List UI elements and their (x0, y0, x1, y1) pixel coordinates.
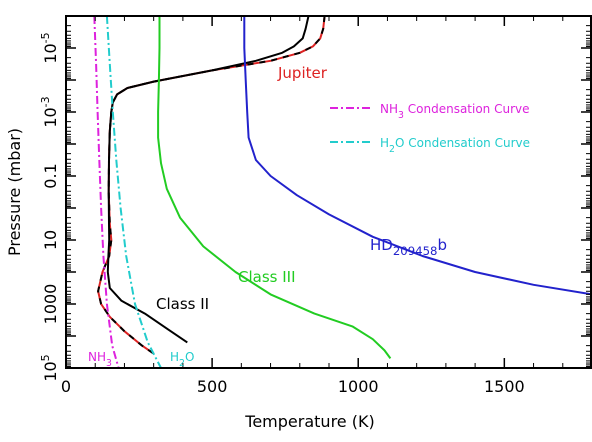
line-label-nh3: NH3 (88, 350, 112, 369)
y-tick-label: 105 (39, 354, 60, 381)
line-label-class-iii: Class III (238, 268, 296, 286)
y-tick-label: 1000 (41, 284, 60, 325)
x-tick-label: 0 (61, 377, 71, 396)
line-label-class-ii: Class II (156, 295, 209, 313)
plot-border (65, 15, 592, 369)
legend-label-nh3-condensation-curve: NH3 Condensation Curve (380, 102, 530, 121)
line-label-jupiter: Jupiter (277, 64, 328, 82)
line-label-h2o: H2O (170, 350, 194, 369)
x-tick-label: 1000 (338, 377, 379, 396)
x-tick-label: 1500 (484, 377, 525, 396)
plot-frame (65, 15, 592, 369)
svg-text:105: 105 (39, 354, 60, 381)
series-line-jupiter-dashes (97, 16, 326, 355)
series-line-nh3-condensation-curve (93, 16, 120, 368)
labels-layer: Jupiter Class II Class III HD209458b NH3 H2O (88, 64, 447, 369)
y-tick-label: 10-5 (39, 32, 60, 63)
svg-text:10-3: 10-3 (39, 96, 60, 127)
y-tick-label: 10-3 (39, 96, 60, 127)
x-axis-label: Temperature (K) (244, 412, 374, 431)
svg-text:1000: 1000 (41, 284, 60, 325)
y-axis-label: Pressure (mbar) (5, 128, 24, 256)
y-tick-label: 0.1 (41, 163, 60, 188)
svg-text:10: 10 (41, 230, 60, 250)
series-line-class-iii (157, 16, 392, 359)
legend-label-h2o-condensation-curve: H2O Condensation Curve (380, 136, 530, 155)
y-tick-label: 10 (41, 230, 60, 250)
line-label-hd209458b: HD209458b (370, 236, 447, 258)
ticks-layer: 0 500 1000 1500 10-5 10-3 0.1 10 1000 105 (39, 15, 591, 396)
series-line-hd209458b (243, 16, 592, 296)
svg-text:0.1: 0.1 (41, 163, 60, 188)
series-line-class-ii (106, 16, 310, 344)
svg-text:10-5: 10-5 (39, 32, 60, 63)
series-layer (93, 16, 592, 368)
x-tick-label: 500 (197, 377, 228, 396)
series-line-h2o-condensation-curve (105, 16, 162, 368)
legend: NH3 Condensation Curve H2O Condensation C… (330, 102, 530, 155)
